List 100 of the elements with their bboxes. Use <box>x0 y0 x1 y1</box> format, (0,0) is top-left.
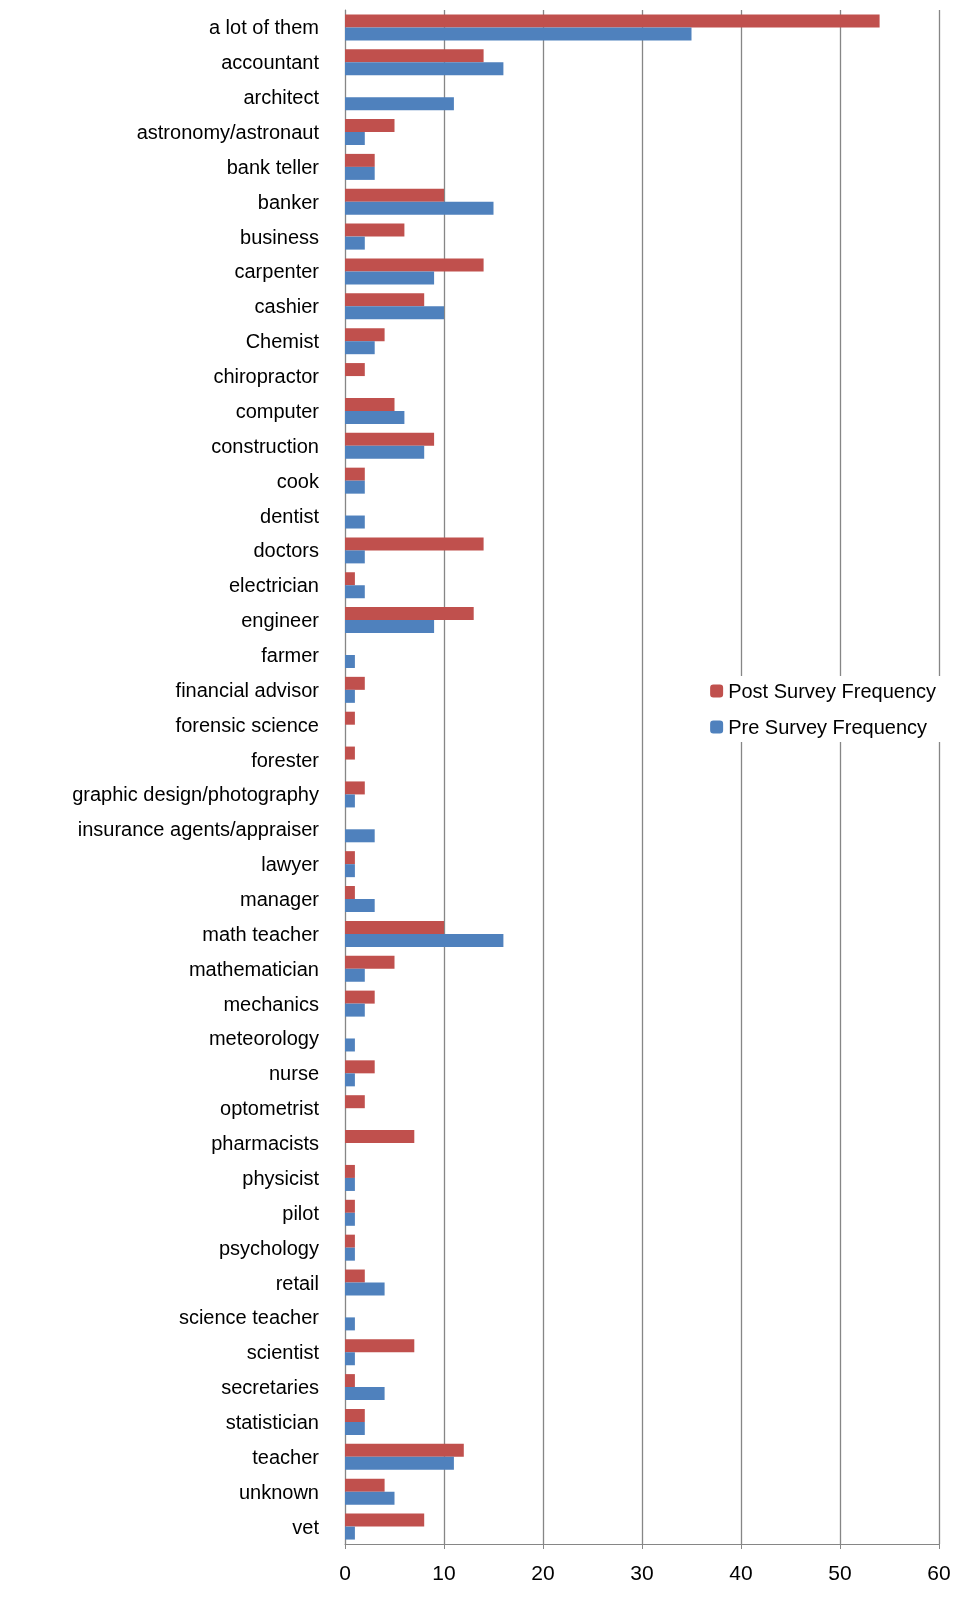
y-tick-label: nurse <box>268 1062 319 1085</box>
legend-label: Post Survey Frequency <box>728 680 936 702</box>
bar <box>345 550 365 564</box>
bar <box>345 1199 355 1213</box>
bar <box>345 899 375 913</box>
bar <box>345 654 355 668</box>
bar <box>345 188 444 202</box>
y-tick-label: mathematician <box>188 957 319 980</box>
y-tick-label: chiropractor <box>213 365 320 388</box>
y-tick-label: retail <box>275 1271 319 1294</box>
y-tick-label: a lot of them <box>208 16 319 39</box>
bar <box>345 607 474 621</box>
x-tick-label: 40 <box>729 1561 753 1584</box>
bar <box>345 1177 355 1191</box>
bar <box>345 1317 355 1331</box>
bar <box>345 1164 355 1178</box>
y-tick-label: scientist <box>246 1341 320 1364</box>
bar <box>345 271 435 285</box>
bar <box>345 794 355 808</box>
legend-label: Pre Survey Frequency <box>728 716 928 738</box>
y-tick-label: graphic design/photography <box>72 783 319 806</box>
bar <box>345 676 365 690</box>
bar <box>345 363 365 377</box>
x-tick-label: 20 <box>531 1561 555 1584</box>
y-tick-label: secretaries <box>221 1376 319 1399</box>
bar <box>345 258 484 272</box>
y-tick-label: farmer <box>261 643 320 666</box>
bar <box>345 153 375 167</box>
bar <box>345 920 444 934</box>
y-tick-label: mechanics <box>223 992 319 1015</box>
bar <box>345 62 504 76</box>
bar <box>345 990 375 1004</box>
bar <box>345 851 355 865</box>
bar <box>345 1234 355 1248</box>
bar <box>345 1513 425 1527</box>
bar <box>345 711 355 725</box>
y-tick-label: unknown <box>238 1480 319 1503</box>
bar <box>345 955 395 969</box>
bar <box>345 1456 454 1470</box>
x-tick-label: 0 <box>339 1561 351 1584</box>
bar <box>345 293 425 307</box>
bar <box>345 1443 464 1457</box>
bar <box>345 132 365 146</box>
x-tick-label: 10 <box>432 1561 456 1584</box>
y-tick-label: dentist <box>260 504 320 527</box>
bar <box>345 306 444 320</box>
bar <box>345 1421 365 1435</box>
y-tick-label: math teacher <box>202 922 320 945</box>
bar <box>345 201 494 215</box>
bar <box>345 27 692 41</box>
y-tick-label: astronomy/astronaut <box>136 121 320 144</box>
bar <box>345 746 355 760</box>
bar <box>345 1269 365 1283</box>
bar <box>345 572 355 586</box>
bar <box>345 1060 375 1074</box>
bar <box>345 1339 415 1353</box>
y-tick-label: banker <box>257 190 320 213</box>
y-tick-label: Chemist <box>245 330 320 353</box>
y-tick-label: forensic science <box>175 713 319 736</box>
y-tick-label: pilot <box>282 1201 320 1224</box>
y-tick-label: computer <box>235 399 320 422</box>
bar <box>345 166 375 180</box>
y-tick-label: cashier <box>254 295 320 318</box>
y-tick-label: forester <box>251 748 320 771</box>
bar <box>345 223 405 237</box>
bar <box>345 1095 365 1109</box>
bar <box>345 119 395 133</box>
bar <box>345 585 365 599</box>
bar <box>345 97 454 111</box>
bar <box>345 1352 355 1366</box>
y-tick-label: teacher <box>252 1445 320 1468</box>
bar <box>345 620 435 634</box>
bar <box>345 445 425 459</box>
bar <box>345 236 365 250</box>
bar <box>345 49 484 63</box>
bar <box>345 933 504 947</box>
y-tick-label: insurance agents/appraiser <box>77 818 320 841</box>
bar <box>345 1478 385 1492</box>
y-tick-label: engineer <box>241 609 320 632</box>
bar <box>345 1130 415 1144</box>
y-tick-label: carpenter <box>234 260 320 283</box>
bar <box>345 1387 385 1401</box>
y-tick-label: bank teller <box>226 155 320 178</box>
y-tick-label: electrician <box>228 574 319 597</box>
bar <box>345 1374 355 1388</box>
bar <box>345 480 365 494</box>
bar <box>345 1073 355 1087</box>
bar <box>345 864 355 878</box>
bar <box>345 1282 385 1296</box>
bar <box>345 341 375 355</box>
bar <box>345 968 365 982</box>
bar <box>345 14 880 28</box>
y-tick-label: optometrist <box>220 1097 320 1120</box>
bar <box>345 1212 355 1226</box>
y-tick-label: meteorology <box>208 1027 319 1050</box>
y-tick-label: statistician <box>225 1410 319 1433</box>
bar <box>345 328 385 342</box>
bar <box>345 1038 355 1052</box>
y-tick-label: pharmacists <box>211 1132 319 1155</box>
y-tick-label: business <box>240 225 319 248</box>
